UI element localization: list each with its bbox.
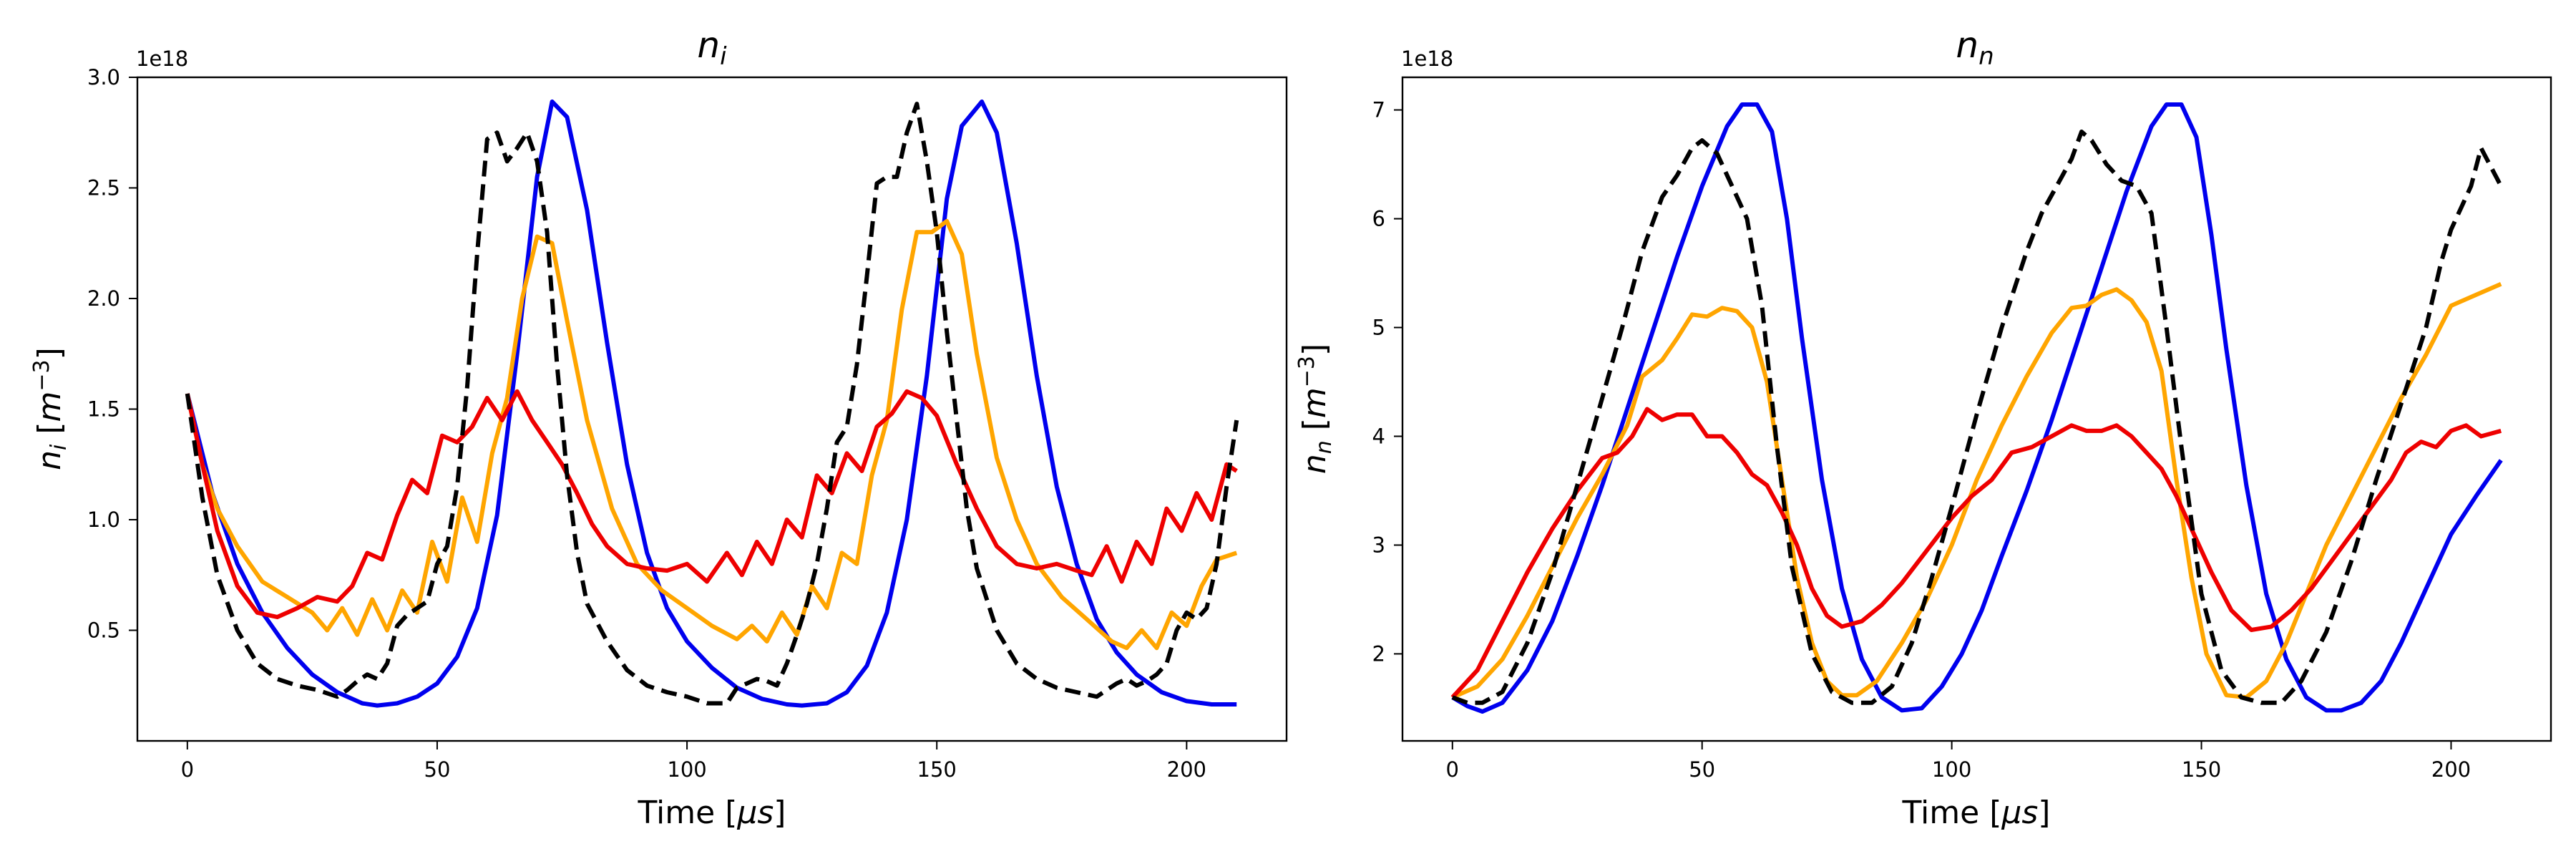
y-offset-label: 1e18 [136, 47, 188, 71]
blue-series-line [185, 100, 1237, 708]
chart-panel-ni: ni 1e18 0 50 100 150 200 0.51.01.52.02.53.0 … [29, 24, 1288, 831]
y-ticks: 0.5 1.0 1.5 2.0 2.5 3.0 [87, 65, 137, 643]
y-axis-label: nn [m−3] [1294, 344, 1337, 474]
y-tick-label: 2.0 [87, 286, 120, 311]
y-tick-label: 2 [1372, 641, 1385, 666]
x-ticks: 0 50 100 150 200 [181, 741, 1206, 782]
red-series-line [1450, 407, 2502, 699]
x-tick-label: 200 [2431, 757, 2471, 782]
y-tick-label: 5 [1372, 316, 1385, 340]
chart-panel-nn: nn 1e18 0 50 100 150 200 2 3 4 5 6 7 Time [μs] nn… [1294, 24, 2552, 831]
panel-title: ni [697, 24, 727, 71]
y-offset-label: 1e18 [1401, 47, 1453, 71]
x-tick-label: 0 [181, 757, 194, 782]
y-tick-label: 2.5 [87, 176, 120, 200]
x-tick-label: 150 [917, 757, 957, 782]
plot-area [1450, 102, 2503, 714]
orange-series-line [1451, 281, 2502, 700]
y-tick-label: 3 [1372, 533, 1385, 557]
x-tick-label: 100 [667, 757, 706, 782]
x-axis-label: Time [μs] [638, 795, 786, 831]
y-tick-label: 0.5 [87, 618, 120, 643]
x-tick-label: 50 [1689, 757, 1715, 782]
x-tick-label: 100 [1932, 757, 1971, 782]
y-tick-label: 1.0 [87, 508, 120, 532]
x-tick-label: 150 [2182, 757, 2221, 782]
x-tick-label: 0 [1446, 757, 1459, 782]
x-ticks: 0 50 100 150 200 [1446, 741, 2471, 782]
panel-title: nn [1956, 24, 1994, 71]
orange-series-line [185, 218, 1238, 651]
y-tick-label: 3.0 [87, 65, 120, 89]
x-axis-label: Time [μs] [1902, 795, 2051, 831]
y-axis-label: ni [m−3] [29, 347, 72, 470]
red-series-line [185, 389, 1238, 619]
y-tick-label: 7 [1372, 98, 1385, 122]
plot-area [185, 100, 1239, 708]
blue-series-line [1451, 102, 2503, 714]
y-tick-label: 4 [1372, 424, 1385, 448]
y-tick-label: 6 [1372, 207, 1385, 231]
x-tick-label: 200 [1167, 757, 1206, 782]
x-tick-label: 50 [424, 757, 451, 782]
y-tick-label: 1.5 [87, 397, 120, 422]
black-dashed-series-line [185, 102, 1239, 706]
black-dashed-series-line [1451, 130, 2503, 705]
axes-frame [1401, 76, 2552, 742]
y-ticks: 2 3 4 5 6 7 [1372, 98, 1402, 666]
